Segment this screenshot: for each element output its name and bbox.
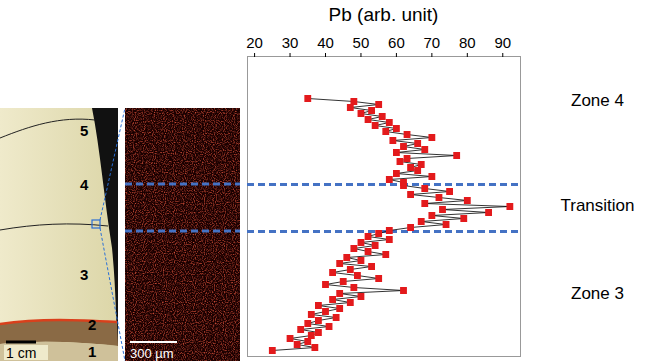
svg-text:Zone 4: Zone 4: [571, 91, 624, 110]
svg-text:20: 20: [246, 34, 263, 51]
svg-text:5: 5: [80, 122, 88, 139]
svg-text:3: 3: [80, 266, 88, 283]
svg-text:40: 40: [317, 34, 334, 51]
svg-text:Zone 3: Zone 3: [571, 284, 624, 303]
svg-text:2: 2: [88, 316, 96, 333]
svg-text:80: 80: [459, 34, 476, 51]
svg-text:300 µm: 300 µm: [130, 346, 174, 361]
svg-text:4: 4: [80, 176, 89, 193]
svg-text:30: 30: [282, 34, 299, 51]
html-text:Pb (arb. unit): Pb (arb. unit): [328, 4, 439, 25]
svg-text:90: 90: [494, 34, 511, 51]
svg-text:70: 70: [424, 34, 441, 51]
svg-text:1 cm: 1 cm: [6, 345, 36, 361]
svg-text:50: 50: [353, 34, 370, 51]
svg-text:Transition: Transition: [560, 196, 634, 215]
svg-text:60: 60: [388, 34, 405, 51]
svg-text:1: 1: [88, 343, 96, 360]
